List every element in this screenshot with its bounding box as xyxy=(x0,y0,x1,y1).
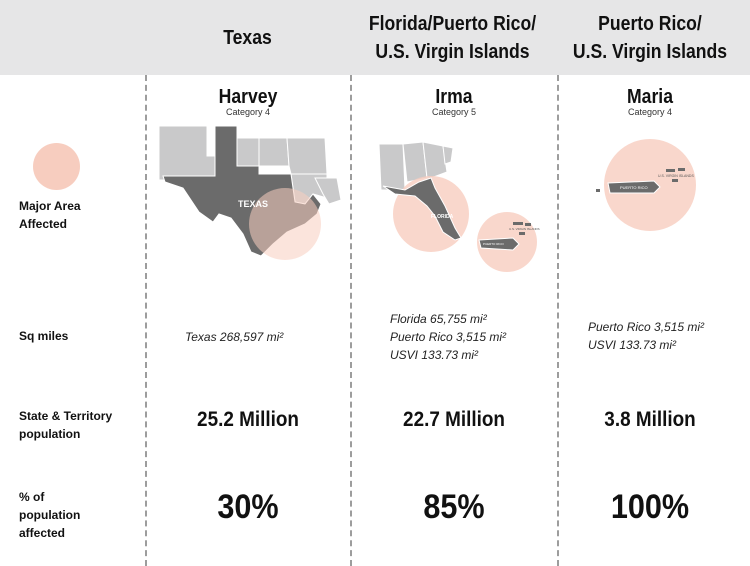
florida-shape xyxy=(382,177,462,241)
map-label-usvi: U.S. VIRGIN ISLANDS xyxy=(509,227,540,231)
row-label-sq-miles: Sq miles xyxy=(19,329,69,343)
column-title-line: U.S. Virgin Islands xyxy=(572,40,728,63)
irma-map: FLORIDA U.S. VIRGIN ISLANDS PUERTO RICO xyxy=(378,141,540,272)
storm-name-harvey: Harvey xyxy=(218,86,278,108)
map-label-puerto-rico: PUERTO RICO xyxy=(620,185,648,190)
population-maria: 3.8 Million xyxy=(604,408,696,431)
usvi-shape xyxy=(672,179,678,182)
column-title-irma-region: Florida/Puerto Rico/ U.S. Virgin Islands xyxy=(358,0,547,75)
column-title-line: Puerto Rico/ xyxy=(598,12,702,35)
column-title-texas: Texas xyxy=(157,0,337,75)
maria-map: U.S. VIRGIN ISLANDS PUERTO RICO xyxy=(596,139,696,231)
population-harvey: 25.2 Million xyxy=(197,408,299,431)
storm-category-maria: Category 4 xyxy=(627,107,673,117)
column-title-line: U.S. Virgin Islands xyxy=(375,40,530,63)
usvi-shape xyxy=(678,168,685,171)
storm-name-maria: Maria xyxy=(627,86,673,108)
harvey-affected-circle xyxy=(249,188,321,260)
usvi-shape xyxy=(519,232,525,235)
usvi-shape xyxy=(666,169,675,172)
column-divider xyxy=(350,75,352,566)
puerto-rico-islet xyxy=(596,189,600,192)
map-label-florida: FLORIDA xyxy=(431,214,454,220)
sq-miles-irma: Florida 65,755 mi² Puerto Rico 3,515 mi²… xyxy=(390,312,507,362)
column-title-line: Texas xyxy=(223,26,272,49)
sq-miles-maria: Puerto Rico 3,515 mi² USVI 133.73 mi² xyxy=(588,320,705,352)
percent-affected-irma: 85% xyxy=(423,488,485,526)
sq-miles-harvey: Texas 268,597 mi² xyxy=(185,330,284,344)
row-label-area: Major Area Affected xyxy=(19,199,81,231)
population-irma: 22.7 Million xyxy=(403,408,505,431)
storm-category-irma: Category 5 xyxy=(431,107,477,117)
percent-affected-maria: 100% xyxy=(610,488,690,526)
map-label-texas: TEXAS xyxy=(238,199,268,209)
usvi-shape xyxy=(525,223,531,226)
column-divider xyxy=(557,75,559,566)
column-divider xyxy=(145,75,147,566)
column-title-line: Florida/Puerto Rico/ xyxy=(368,12,537,35)
row-label-population: State & Territory population xyxy=(19,409,113,441)
storm-category-harvey: Category 4 xyxy=(225,107,271,117)
area-legend-circle xyxy=(33,143,80,190)
storm-name-irma: Irma xyxy=(435,86,473,108)
puerto-rico-shape xyxy=(478,237,520,251)
header-band xyxy=(0,0,750,75)
column-title-maria-region: Puerto Rico/ U.S. Virgin Islands xyxy=(562,0,738,75)
map-label-usvi: U.S. VIRGIN ISLANDS xyxy=(658,174,694,178)
surrounding-states xyxy=(378,141,454,191)
usvi-shape xyxy=(513,222,523,225)
row-label-percent: % of population affected xyxy=(19,490,81,540)
percent-affected-harvey: 30% xyxy=(217,488,279,526)
map-label-puerto-rico: PUERTO RICO xyxy=(483,242,504,246)
puerto-rico-shape xyxy=(607,180,661,194)
harvey-map: TEXAS xyxy=(158,125,342,260)
